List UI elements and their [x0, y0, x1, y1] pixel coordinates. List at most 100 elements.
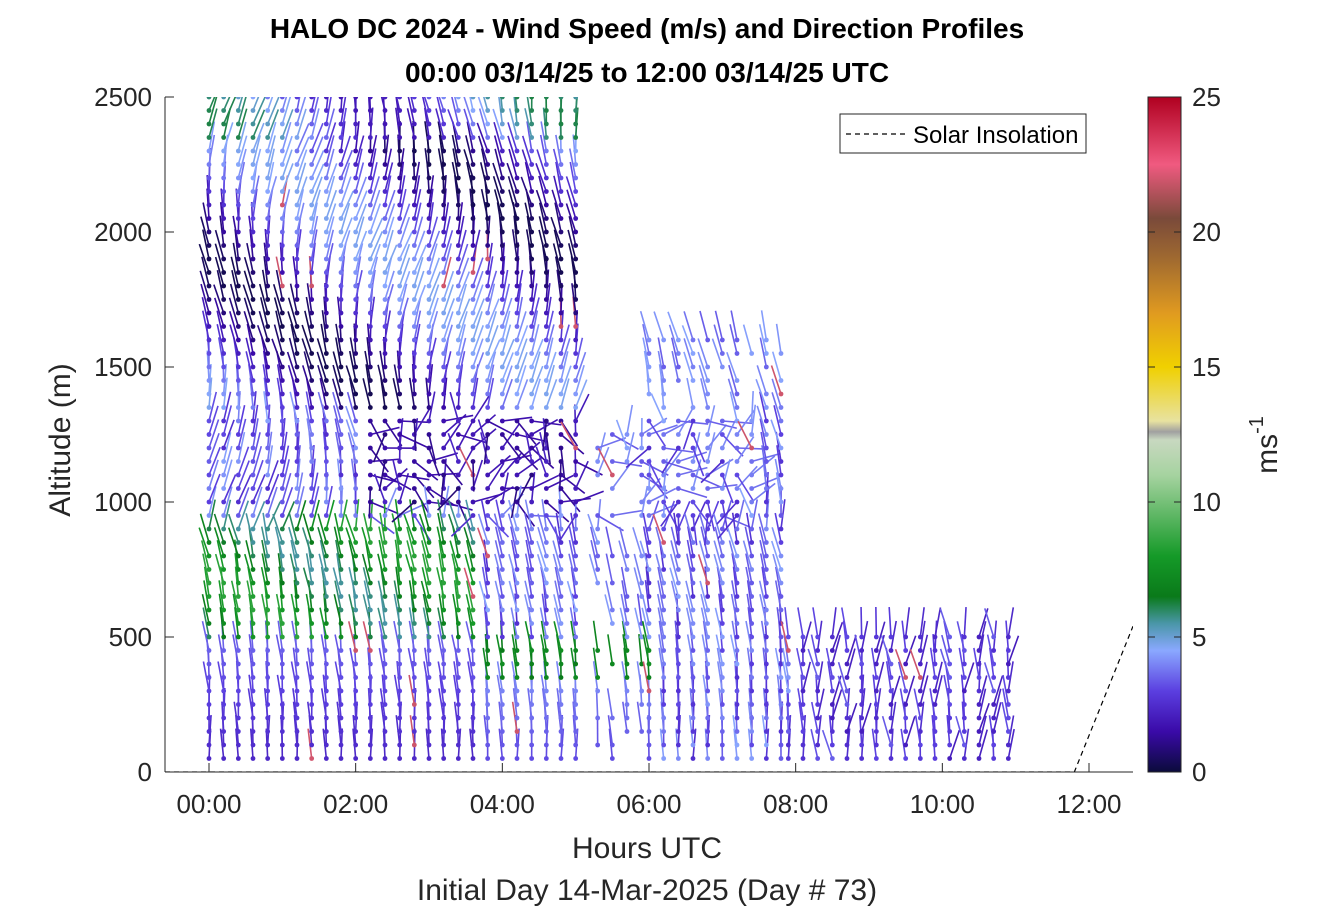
- wind-barb-shaft: [507, 135, 518, 165]
- wind-barb-shaft: [449, 540, 460, 570]
- wind-barb-dot: [206, 310, 212, 316]
- wind-barb-dot: [411, 715, 417, 721]
- wind-barb-dot: [323, 432, 329, 437]
- wind-barb-shaft: [721, 501, 729, 532]
- wind-barb-dot: [250, 756, 256, 761]
- wind-barb-dot: [250, 337, 256, 343]
- wind-barb-shaft: [492, 108, 504, 138]
- wind-barb-dot: [719, 729, 725, 734]
- wind-barb-shaft: [526, 121, 533, 152]
- wind-barb-shaft: [667, 311, 680, 341]
- wind-barb-dot: [221, 378, 227, 383]
- wind-barb-shaft: [472, 414, 497, 436]
- colorbar-bar: [1147, 96, 1182, 773]
- wind-barb-dot: [206, 486, 212, 491]
- wind-barb-shaft: [648, 487, 677, 503]
- wind-barb-shaft: [772, 553, 782, 584]
- wind-barb-dot: [595, 472, 601, 478]
- wind-barb-dot: [441, 445, 447, 451]
- wind-barb-dot: [455, 108, 461, 113]
- wind-barb-dot: [763, 486, 769, 491]
- wind-barb-shaft: [831, 634, 841, 665]
- wind-barb-dot: [323, 270, 329, 275]
- wind-barb-dot: [367, 526, 373, 532]
- wind-barb-shaft: [899, 688, 907, 719]
- wind-barb-shaft: [904, 716, 916, 746]
- wind-barb-shaft: [900, 728, 907, 759]
- wind-barb-dot: [470, 459, 476, 464]
- wind-barb-shaft: [782, 647, 790, 678]
- wind-barb-shaft: [642, 526, 650, 557]
- wind-barb-dot: [279, 432, 285, 437]
- wind-barb-dot: [624, 607, 630, 613]
- wind-barb-dot: [514, 526, 520, 532]
- wind-barb-dot: [514, 364, 520, 370]
- wind-barb-dot: [455, 472, 461, 478]
- wind-barb-dot: [279, 189, 285, 194]
- wind-barb-dot: [411, 742, 417, 748]
- wind-barb-dot: [338, 108, 344, 113]
- wind-barb-dot: [763, 729, 769, 734]
- wind-barb-dot: [675, 432, 681, 437]
- wind-barb-shaft: [1007, 635, 1020, 665]
- wind-barb-dot: [426, 405, 432, 410]
- wind-barb-dot: [661, 742, 667, 748]
- wind-barb-shaft: [686, 539, 694, 570]
- wind-barb-dot: [265, 310, 271, 316]
- wind-barb-shaft: [466, 121, 474, 152]
- wind-barb-shaft: [428, 230, 441, 260]
- wind-barb-dot: [800, 675, 806, 680]
- wind-barb-dot: [353, 175, 359, 181]
- wind-barb-dot: [499, 256, 505, 262]
- wind-barb-dot: [426, 540, 432, 545]
- wind-barb-dot: [221, 391, 227, 397]
- wind-barb-dot: [235, 405, 241, 410]
- wind-barb-shaft: [398, 216, 411, 246]
- wind-barb-shaft: [222, 122, 234, 152]
- wind-barb-shaft: [486, 377, 495, 408]
- wind-barb-dot: [265, 162, 271, 167]
- wind-barb-shaft: [438, 593, 445, 624]
- wind-barb-dot: [382, 459, 388, 464]
- wind-barb-dot: [265, 135, 271, 140]
- wind-barb-shaft: [222, 419, 235, 449]
- wind-barb-dot: [470, 351, 476, 356]
- wind-barb-shaft: [384, 189, 396, 219]
- wind-barb-shaft: [494, 526, 504, 557]
- wind-barb-dot: [485, 459, 491, 464]
- wind-barb-dot: [206, 688, 212, 694]
- wind-barb-shaft: [728, 364, 738, 395]
- wind-barb-shaft: [457, 243, 469, 273]
- wind-barb-shaft: [520, 176, 533, 206]
- wind-barb-shaft: [340, 162, 351, 192]
- wind-barb-shaft: [245, 513, 254, 543]
- wind-barb-shaft: [685, 580, 694, 611]
- wind-barb-dot: [382, 391, 388, 397]
- wind-barb-dot: [609, 432, 615, 437]
- wind-barb-dot: [470, 445, 476, 451]
- wind-barb-dot: [639, 729, 645, 734]
- wind-barb-shaft: [774, 647, 782, 678]
- wind-barb-dot: [705, 715, 711, 721]
- wind-barb-dot: [382, 148, 388, 154]
- wind-barb-shaft: [463, 513, 474, 543]
- wind-barb-dot: [382, 297, 388, 302]
- wind-barb-shaft: [706, 500, 720, 530]
- wind-barb-dot: [844, 688, 850, 694]
- wind-barb-dot: [441, 135, 447, 140]
- wind-barb-shaft: [208, 391, 218, 422]
- wind-barb-dot: [675, 580, 681, 586]
- wind-barb-dot: [815, 729, 821, 734]
- wind-barb-dot: [763, 567, 769, 572]
- wind-barb-dot: [294, 97, 300, 100]
- wind-barb-dot: [961, 688, 967, 694]
- wind-barb-dot: [279, 391, 285, 397]
- wind-barb-shaft: [466, 580, 474, 611]
- wind-barb-dot: [749, 607, 755, 613]
- wind-barb-dot: [206, 229, 212, 235]
- wind-barb-shaft: [604, 594, 614, 624]
- wind-barb-shaft: [420, 580, 430, 611]
- wind-barb-shaft: [516, 311, 527, 341]
- wind-barb-dot: [785, 742, 791, 748]
- wind-barb-shaft: [333, 594, 342, 624]
